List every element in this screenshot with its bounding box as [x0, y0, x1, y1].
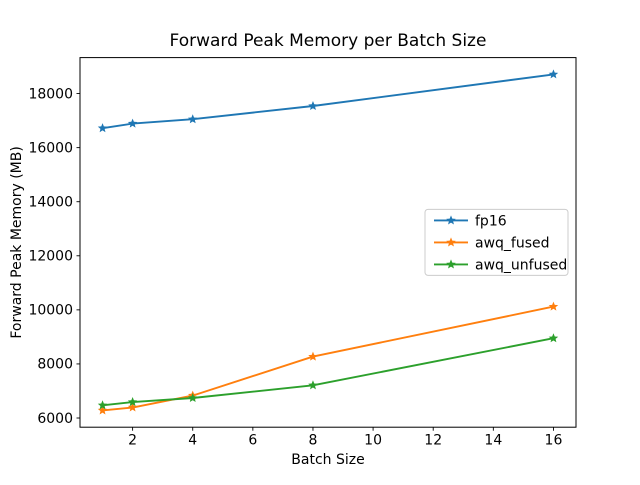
x-tick-label: 14	[484, 433, 502, 449]
x-tick-label: 10	[364, 433, 382, 449]
legend-entry-fp16: fp16	[434, 213, 507, 229]
x-axis-label: Batch Size	[291, 452, 364, 468]
y-tick-label: 16000	[28, 140, 73, 156]
series-marker-fp16	[548, 69, 559, 79]
series-marker-awq_unfused	[187, 393, 198, 403]
x-tick-label: 6	[248, 433, 257, 449]
x-tick-label: 2	[128, 433, 137, 449]
legend-label: awq_fused	[475, 235, 550, 251]
plot-area: 2 4 6 8 10 12 14 16 6000 8000 10000 12000 14000 16000…	[28, 69, 563, 449]
legend-box	[424, 208, 569, 276]
series-marker-fp16	[308, 101, 318, 111]
y-tick-label: 14000	[28, 195, 73, 211]
legend-marker-sample	[446, 237, 456, 247]
series-line-awq_unfused	[102, 337, 554, 407]
legend-entry-awq_fused: awq_fused	[434, 235, 550, 251]
y-tick-label: 10000	[28, 303, 73, 319]
x-tick-label: 12	[424, 433, 442, 449]
series-marker-fp16	[97, 123, 108, 133]
x-tick-label: 4	[188, 433, 197, 449]
series-marker-awq_fused	[127, 402, 138, 412]
y-tick-label: 12000	[28, 249, 73, 265]
series-marker-awq_unfused	[308, 380, 318, 390]
y-tick-label: 6000	[37, 411, 73, 427]
y-axis-label: Forward Peak Memory (MB)	[9, 146, 25, 338]
y-tick-label: 8000	[37, 357, 73, 373]
series-line-awq_fused	[102, 305, 554, 412]
y-tick-label: 18000	[28, 86, 73, 102]
legend-marker-sample	[446, 259, 456, 269]
series-marker-awq_fused	[97, 405, 108, 415]
series-marker-awq_unfused	[548, 333, 559, 343]
legend: fp16 awq_fused awq_unfused	[424, 208, 569, 276]
series-marker-awq_fused	[548, 301, 559, 311]
legend-marker-sample	[446, 215, 456, 225]
axes-border	[79, 57, 577, 428]
series-marker-awq_unfused	[127, 397, 138, 407]
x-tick-label: 16	[545, 433, 563, 449]
chart-title: Forward Peak Memory per Batch Size	[170, 31, 487, 51]
series-marker-awq_fused	[308, 351, 318, 361]
series-marker-fp16	[127, 118, 138, 128]
x-tick-label: 8	[309, 433, 318, 449]
series-marker-fp16	[187, 114, 198, 124]
legend-entry-awq_unfused: awq_unfused	[434, 257, 567, 273]
legend-label: awq_unfused	[475, 257, 567, 273]
legend-label: fp16	[475, 213, 507, 229]
series-marker-awq_unfused	[97, 400, 108, 410]
series-line-fp16	[102, 73, 554, 130]
